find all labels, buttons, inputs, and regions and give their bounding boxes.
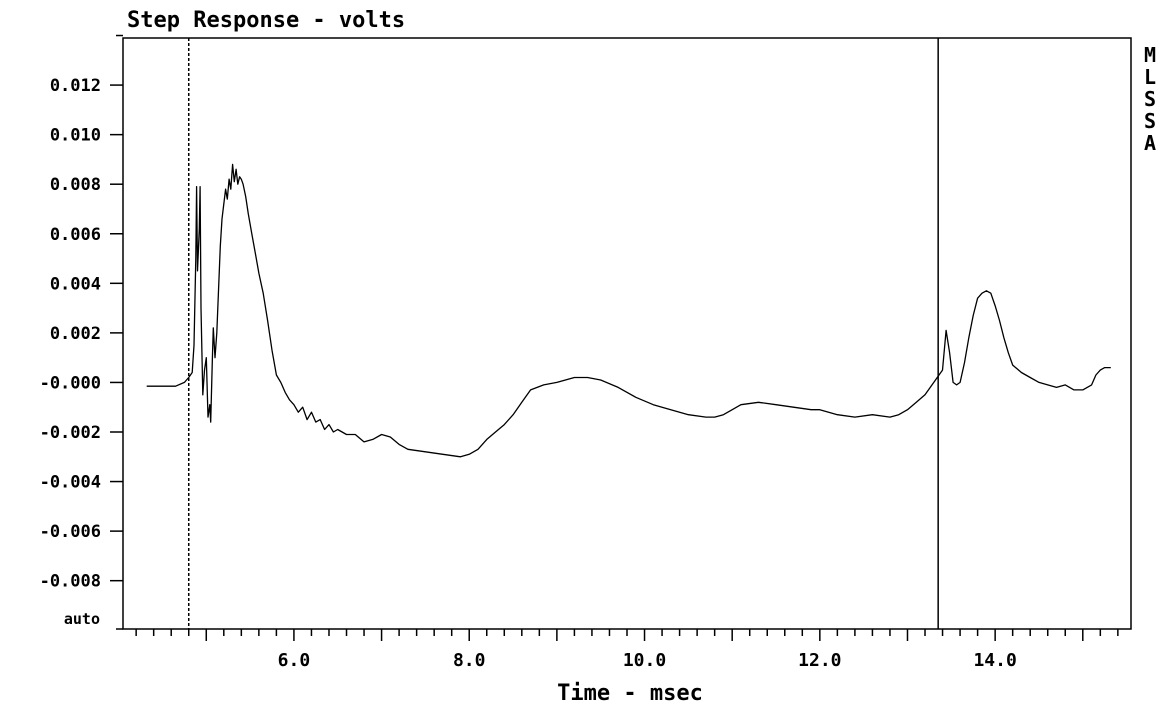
x-axis: 6.0 8.0 10.0 12.0 14.0 [135,629,1119,671]
y-tick-label: -0.004 [40,473,101,493]
y-tick-label: -0.000 [40,373,101,393]
y-axis-auto-label: auto [64,610,100,628]
cursor-lines [187,38,939,629]
legend-item: S [1143,109,1157,133]
chart-title: Step Response - volts [127,8,405,33]
y-tick-label: 0.008 [50,175,101,195]
y-tick-label: 0.004 [50,274,101,294]
y-axis: 0.012 0.010 0.008 0.006 0.004 0.002 -0.000 -0.0… [40,34,123,630]
y-tick-label: -0.002 [40,423,101,443]
x-tick-label: 14.0 [973,650,1016,671]
y-tick-label: -0.006 [40,522,101,542]
y-tick-label: -0.008 [40,572,101,592]
x-tick-label: 12.0 [798,650,841,671]
legend-item: S [1143,87,1157,111]
x-tick-label: 8.0 [453,650,486,671]
legend-item: A [1143,131,1157,155]
x-axis-label: Time - msec [557,681,703,706]
y-tick-label: 0.006 [50,225,101,245]
y-tick-label: 0.010 [50,126,101,146]
x-tick-label: 6.0 [278,650,311,671]
legend-item: M [1143,43,1157,67]
series-line-step-response [146,163,1111,458]
y-tick-label: 0.002 [50,324,101,344]
x-tick-label: 10.0 [623,650,666,671]
legend-item: L [1143,65,1157,89]
plot-area-frame [122,37,1132,630]
y-tick-label: 0.012 [50,76,101,96]
